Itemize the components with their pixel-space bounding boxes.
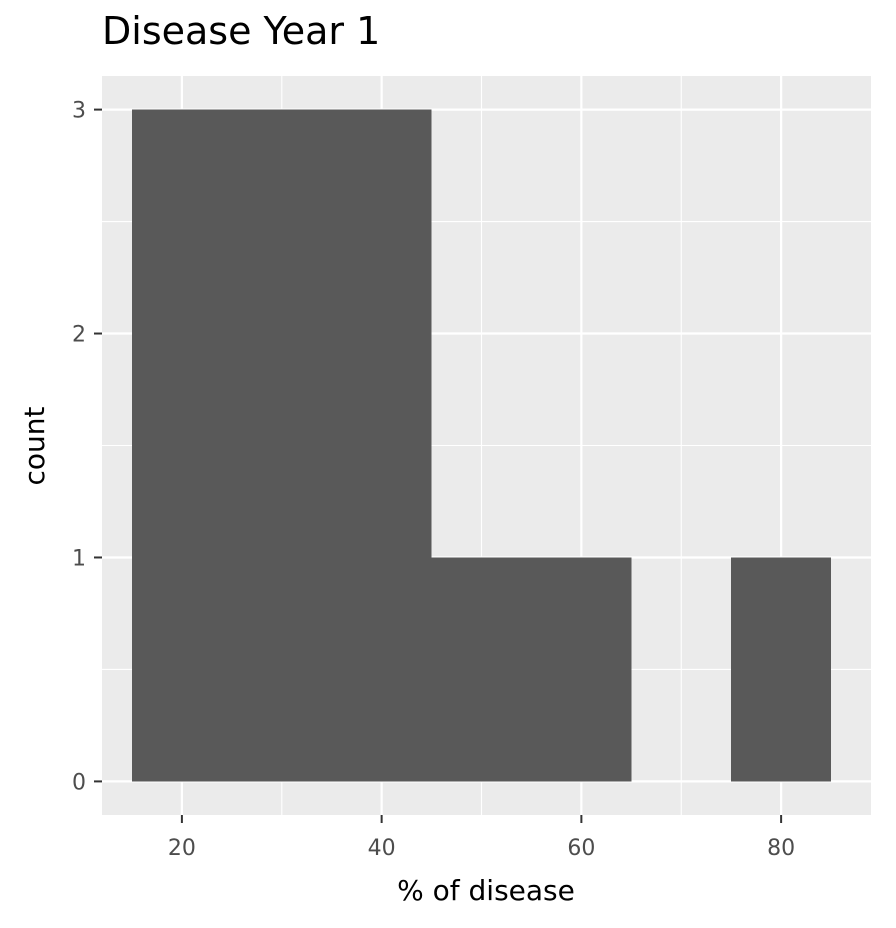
y-tick-label: 2	[72, 323, 86, 348]
x-tick-label: 20	[168, 836, 196, 861]
y-axis-tick-labels: 0 1 2 3	[72, 99, 86, 796]
histogram-bar	[131, 109, 232, 782]
x-axis-title: % of disease	[397, 874, 575, 907]
y-axis-title: count	[18, 406, 51, 485]
y-tick-label: 3	[72, 99, 86, 124]
x-axis-tick-labels: 20 40 60 80	[168, 836, 795, 861]
histogram-bar	[331, 109, 432, 782]
histogram-bar	[731, 557, 832, 782]
histogram-bars	[131, 109, 832, 782]
y-tick-label: 1	[72, 546, 86, 571]
y-tick-label: 0	[72, 770, 86, 795]
histogram-bar	[231, 109, 332, 782]
histogram-bar	[531, 557, 632, 782]
x-tick-label: 60	[567, 836, 595, 861]
histogram-bar	[431, 557, 532, 782]
axis-ticks	[94, 108, 783, 823]
x-tick-label: 40	[368, 836, 396, 861]
chart-title: Disease Year 1	[102, 9, 380, 53]
x-tick-label: 80	[767, 836, 795, 861]
